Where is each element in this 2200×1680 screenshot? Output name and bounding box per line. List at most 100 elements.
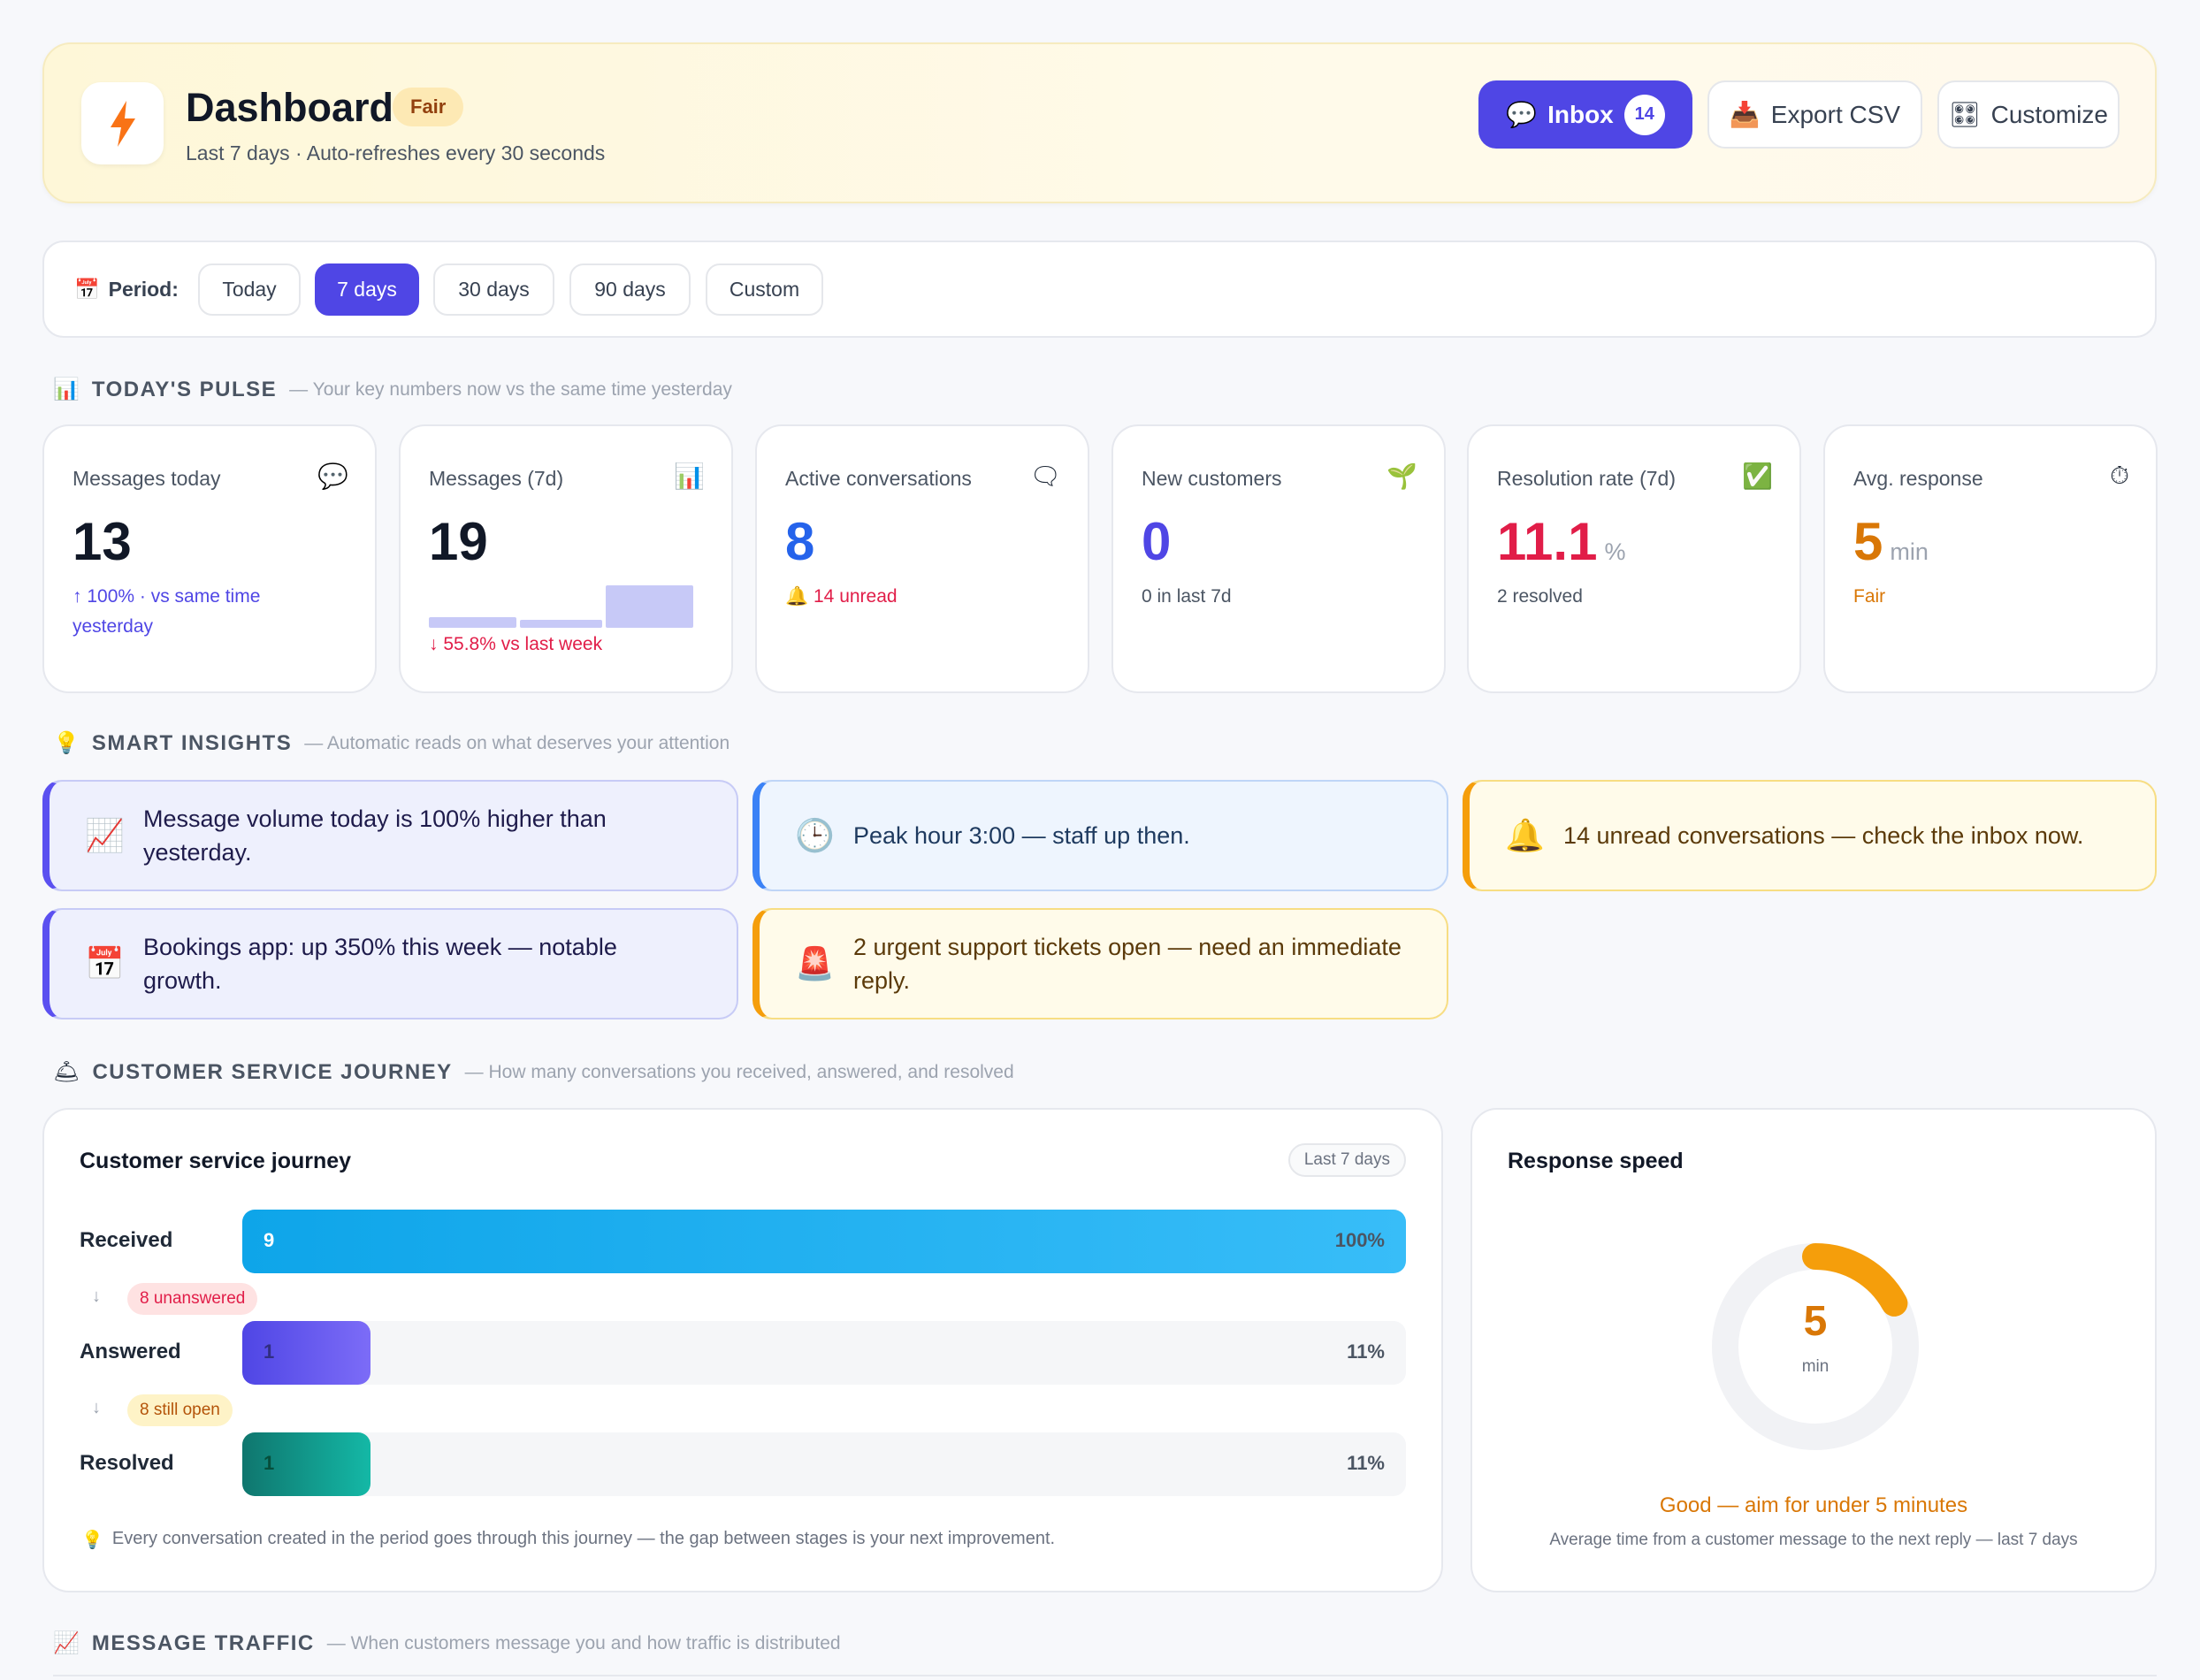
gauge-arc — [1712, 1243, 1919, 1450]
stage-track: 1 11% — [242, 1321, 1406, 1385]
lightbulb-icon: 💡 — [53, 731, 80, 755]
journey-card: Customer service journey Last 7 days Rec… — [42, 1108, 1443, 1592]
kpi-value-number: 11.1 — [1497, 512, 1598, 571]
trending-up-icon: 📈 — [85, 817, 125, 853]
kpi-foot: 0 in last 7d — [1142, 586, 1232, 607]
stage-bar — [242, 1432, 370, 1496]
kpi-value: 11.1% — [1497, 511, 1625, 572]
insight-card[interactable]: 🕒 Peak hour 3:00 — staff up then. — [752, 780, 1448, 891]
gauge-unit: min — [1801, 1357, 1830, 1376]
chat-bubble-icon: 🗨 — [1029, 462, 1061, 490]
range-badge: Last 7 days — [1287, 1143, 1406, 1177]
calendar-icon: 📅 — [85, 945, 125, 981]
kpi-card-messages-7d: Messages (7d) 📊 19 ↓ 55.8% vs last week — [399, 424, 733, 693]
pulse-section-header: 📊 TODAY'S PULSE — Your key numbers now v… — [53, 377, 732, 402]
stopwatch-icon: ⏱ — [2110, 462, 2129, 489]
section-title: SMART INSIGHTS — [91, 730, 293, 755]
stage-label: Received — [80, 1228, 173, 1252]
response-gauge — [1712, 1243, 1919, 1450]
stage-value: 9 — [264, 1229, 275, 1251]
sparkline — [429, 585, 705, 628]
kpi-unit: % — [1604, 538, 1626, 565]
period-label: 📅 Period: — [74, 278, 179, 302]
insight-text: Peak hour 3:00 — staff up then. — [853, 822, 1190, 849]
traffic-card-edge — [53, 1675, 1132, 1680]
kpi-card-resolution-rate: Resolution rate (7d) ✅ 11.1% 2 resolved — [1467, 424, 1801, 693]
kpi-label: Active conversations — [785, 467, 972, 490]
lightbulb-icon: 💡 — [81, 1531, 103, 1550]
kpi-foot-text: 14 unread — [814, 586, 898, 607]
seedling-icon: 🌱 — [1386, 462, 1417, 490]
sliders-icon: 🎛 — [1949, 101, 1981, 128]
period-label-text: Period: — [108, 278, 179, 301]
lightning-logo-icon — [81, 82, 164, 164]
traffic-section-header: 📈 MESSAGE TRAFFIC — When customers messa… — [53, 1630, 841, 1656]
insight-card[interactable]: 🔔 14 unread conversations — check the in… — [1463, 780, 2157, 891]
stage-value: 1 — [264, 1340, 275, 1363]
kpi-foot: Fair — [1853, 586, 1886, 607]
period-custom-button[interactable]: Custom — [706, 263, 823, 316]
tip-text: Every conversation created in the period… — [111, 1529, 1056, 1548]
journey-section-header: 🛎 CUSTOMER SERVICE JOURNEY — How many co… — [53, 1059, 1014, 1085]
kpi-card-messages-today: Messages today 💬 13 ↑ 100% · vs same tim… — [42, 424, 377, 693]
section-title: CUSTOMER SERVICE JOURNEY — [92, 1059, 453, 1084]
insights-section-header: 💡 SMART INSIGHTS — Automatic reads on wh… — [53, 730, 730, 756]
section-subtitle: — Automatic reads on what deserves your … — [304, 732, 730, 753]
trending-up-icon: 📈 — [53, 1631, 80, 1655]
insight-text: 2 urgent support tickets open — need an … — [853, 934, 1402, 994]
customize-button[interactable]: 🎛 Customize — [1937, 80, 2120, 149]
speech-bubble-icon: 💬 — [317, 462, 348, 490]
bar-chart-icon: 📊 — [53, 378, 80, 401]
page-subtitle: Last 7 days · Auto-refreshes every 30 se… — [186, 141, 606, 164]
card-title: Customer service journey — [80, 1149, 352, 1173]
period-7days-button[interactable]: 7 days — [315, 263, 419, 316]
card-title: Response speed — [1508, 1149, 1684, 1173]
stage-bar — [242, 1210, 1406, 1273]
kpi-value-number: 5 — [1853, 512, 1883, 571]
section-title: TODAY'S PULSE — [91, 377, 278, 401]
section-subtitle: — Your key numbers now vs the same time … — [289, 378, 732, 400]
gap-chip: 8 unanswered — [127, 1283, 258, 1315]
kpi-label: Messages today — [73, 467, 221, 490]
stage-bar — [242, 1321, 370, 1385]
kpi-value: 0 — [1142, 512, 1172, 571]
kpi-value: 13 — [73, 512, 132, 571]
siren-icon: 🚨 — [795, 945, 835, 981]
stage-pct: 11% — [1347, 1340, 1385, 1363]
stage-pct: 11% — [1347, 1452, 1385, 1474]
insight-card[interactable]: 🚨 2 urgent support tickets open — need a… — [752, 908, 1448, 1019]
section-title: MESSAGE TRAFFIC — [91, 1630, 315, 1655]
gap-chip: 8 still open — [127, 1394, 233, 1426]
insight-card[interactable]: 📅 Bookings app: up 350% this week — nota… — [42, 908, 738, 1019]
section-subtitle: — How many conversations you received, a… — [464, 1061, 1014, 1082]
speech-bubble-icon: 💬 — [1506, 101, 1538, 128]
calendar-icon: 📅 — [74, 278, 100, 301]
kpi-trend: ↑ 100% · vs same time yesterday — [73, 586, 261, 637]
customize-label: Customize — [1990, 100, 2108, 128]
insight-card[interactable]: 📈 Message volume today is 100% higher th… — [42, 780, 738, 891]
export-csv-button[interactable]: 📥 Export CSV — [1707, 80, 1922, 149]
sparkline-bar — [429, 617, 516, 628]
stage-label: Resolved — [80, 1451, 174, 1475]
kpi-label: Resolution rate (7d) — [1497, 467, 1676, 490]
arrow-down-icon: ↓ — [92, 1398, 101, 1417]
period-90days-button[interactable]: 90 days — [569, 263, 691, 316]
insight-text: 14 unread conversations — check the inbo… — [1563, 822, 2084, 849]
export-label: Export CSV — [1770, 100, 1901, 128]
inbox-button[interactable]: 💬 Inbox 14 — [1478, 80, 1692, 149]
kpi-value: 8 — [785, 512, 815, 571]
insight-text: Message volume today is 100% higher than… — [143, 806, 607, 866]
page-title: Dashboard — [186, 85, 394, 130]
speed-note: Average time from a customer message to … — [1549, 1531, 2078, 1549]
kpi-value: 19 — [429, 512, 488, 571]
bell-icon: 🔔 — [1505, 817, 1545, 853]
kpi-unit: min — [1890, 538, 1929, 565]
period-today-button[interactable]: Today — [198, 263, 301, 316]
kpi-value: 5 min — [1853, 511, 1929, 572]
kpi-trend: ↓ 55.8% vs last week — [429, 634, 603, 654]
service-bell-icon: 🛎 — [53, 1060, 80, 1084]
bar-chart-icon: 📊 — [674, 462, 705, 490]
sparkline-bar — [605, 585, 693, 628]
stage-label: Answered — [80, 1340, 181, 1363]
period-30days-button[interactable]: 30 days — [433, 263, 554, 316]
